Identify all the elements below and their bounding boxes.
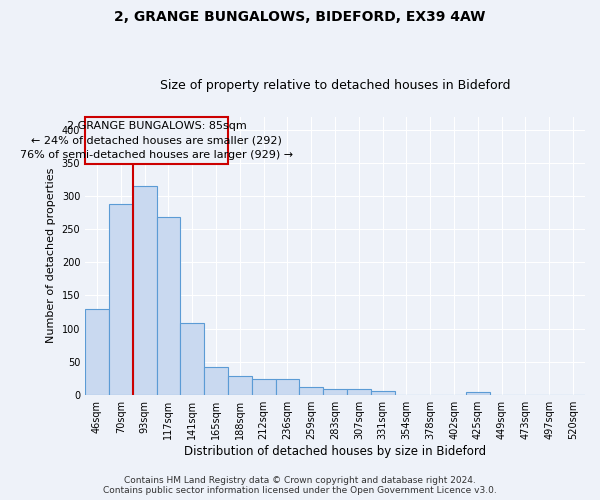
Text: Contains HM Land Registry data © Crown copyright and database right 2024.
Contai: Contains HM Land Registry data © Crown c… [103,476,497,495]
Bar [85,117,228,164]
Bar [252,379,275,394]
Bar [466,392,490,394]
Bar [85,308,109,394]
Title: Size of property relative to detached houses in Bideford: Size of property relative to detached ho… [160,79,511,92]
Text: 2 GRANGE BUNGALOWS: 85sqm: 2 GRANGE BUNGALOWS: 85sqm [67,122,247,132]
Bar [228,376,252,394]
Bar [204,367,228,394]
X-axis label: Distribution of detached houses by size in Bideford: Distribution of detached houses by size … [184,444,486,458]
Bar [181,323,204,394]
Text: 76% of semi-detached houses are larger (929) →: 76% of semi-detached houses are larger (… [20,150,293,160]
Text: 2, GRANGE BUNGALOWS, BIDEFORD, EX39 4AW: 2, GRANGE BUNGALOWS, BIDEFORD, EX39 4AW [115,10,485,24]
Bar [157,218,181,394]
Y-axis label: Number of detached properties: Number of detached properties [46,168,56,344]
Bar [371,392,395,394]
Text: ← 24% of detached houses are smaller (292): ← 24% of detached houses are smaller (29… [31,136,282,145]
Bar [347,390,371,394]
Bar [109,204,133,394]
Bar [133,186,157,394]
Bar [323,390,347,394]
Bar [299,388,323,394]
Bar [275,380,299,394]
